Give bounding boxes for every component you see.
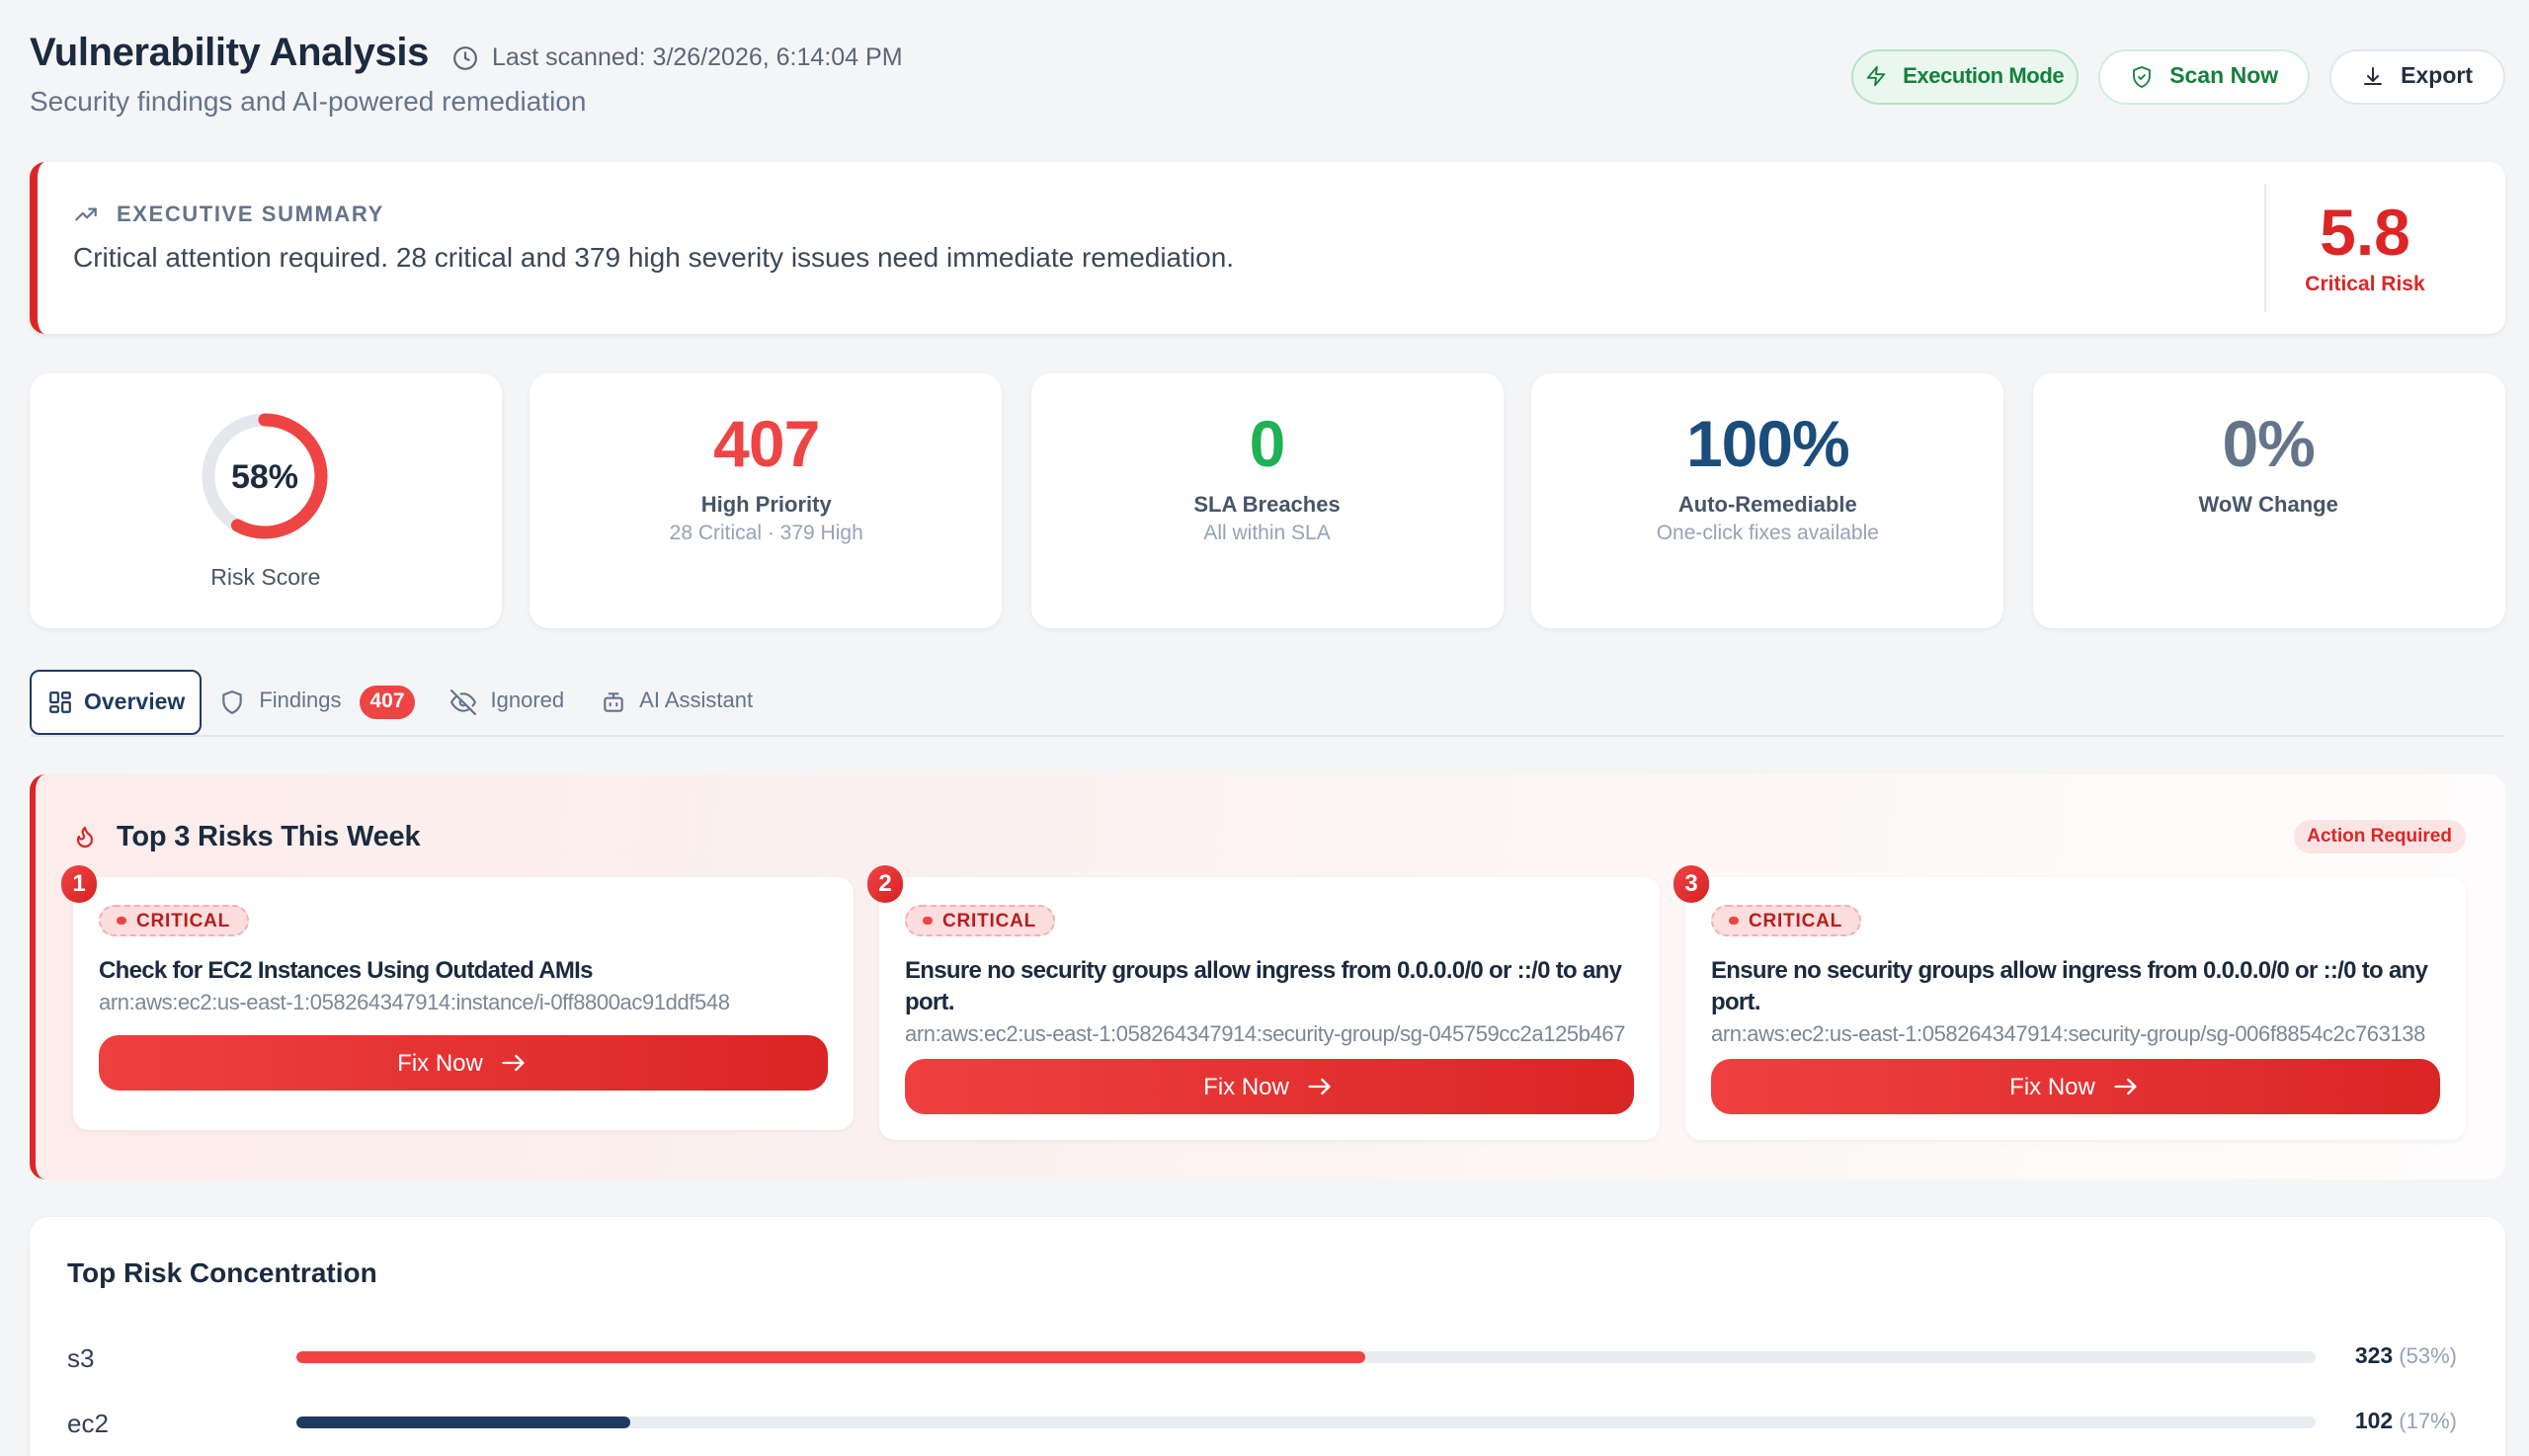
svg-text:58%: 58%	[232, 458, 299, 496]
